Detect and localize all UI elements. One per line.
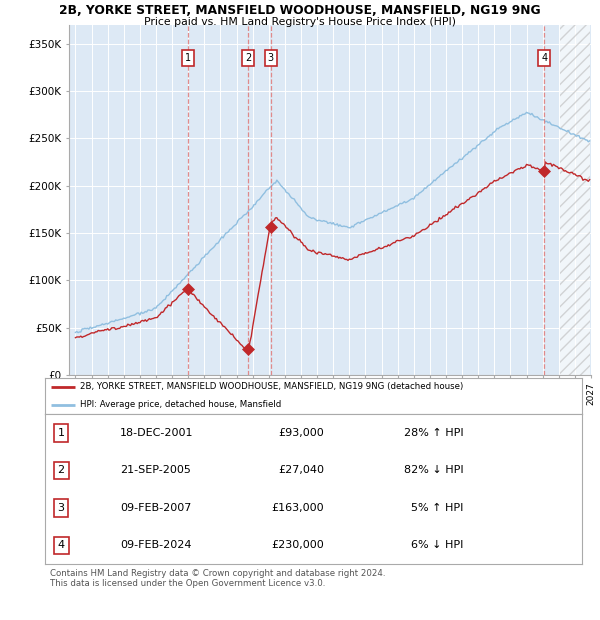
Text: 2: 2 [245, 53, 251, 63]
Text: £230,000: £230,000 [271, 541, 324, 551]
Text: £93,000: £93,000 [278, 428, 324, 438]
Text: 3: 3 [58, 503, 65, 513]
Text: 28% ↑ HPI: 28% ↑ HPI [404, 428, 464, 438]
Text: 3: 3 [268, 53, 274, 63]
Text: 82% ↓ HPI: 82% ↓ HPI [404, 466, 464, 476]
Text: 6% ↓ HPI: 6% ↓ HPI [412, 541, 464, 551]
Text: 1: 1 [58, 428, 65, 438]
Text: HPI: Average price, detached house, Mansfield: HPI: Average price, detached house, Mans… [80, 400, 281, 409]
Text: £163,000: £163,000 [272, 503, 324, 513]
Text: 21-SEP-2005: 21-SEP-2005 [120, 466, 191, 476]
Text: 2: 2 [58, 466, 65, 476]
Text: 5% ↑ HPI: 5% ↑ HPI [412, 503, 464, 513]
Text: Contains HM Land Registry data © Crown copyright and database right 2024.
This d: Contains HM Land Registry data © Crown c… [50, 569, 385, 588]
Text: 2B, YORKE STREET, MANSFIELD WOODHOUSE, MANSFIELD, NG19 9NG (detached house): 2B, YORKE STREET, MANSFIELD WOODHOUSE, M… [80, 382, 463, 391]
Text: 09-FEB-2007: 09-FEB-2007 [120, 503, 191, 513]
Text: 1: 1 [185, 53, 191, 63]
Text: 4: 4 [58, 541, 65, 551]
Text: 2B, YORKE STREET, MANSFIELD WOODHOUSE, MANSFIELD, NG19 9NG: 2B, YORKE STREET, MANSFIELD WOODHOUSE, M… [59, 4, 541, 17]
Text: £27,040: £27,040 [278, 466, 324, 476]
Text: Price paid vs. HM Land Registry's House Price Index (HPI): Price paid vs. HM Land Registry's House … [144, 17, 456, 27]
Text: 09-FEB-2024: 09-FEB-2024 [120, 541, 191, 551]
Text: 18-DEC-2001: 18-DEC-2001 [120, 428, 194, 438]
Text: 4: 4 [541, 53, 548, 63]
